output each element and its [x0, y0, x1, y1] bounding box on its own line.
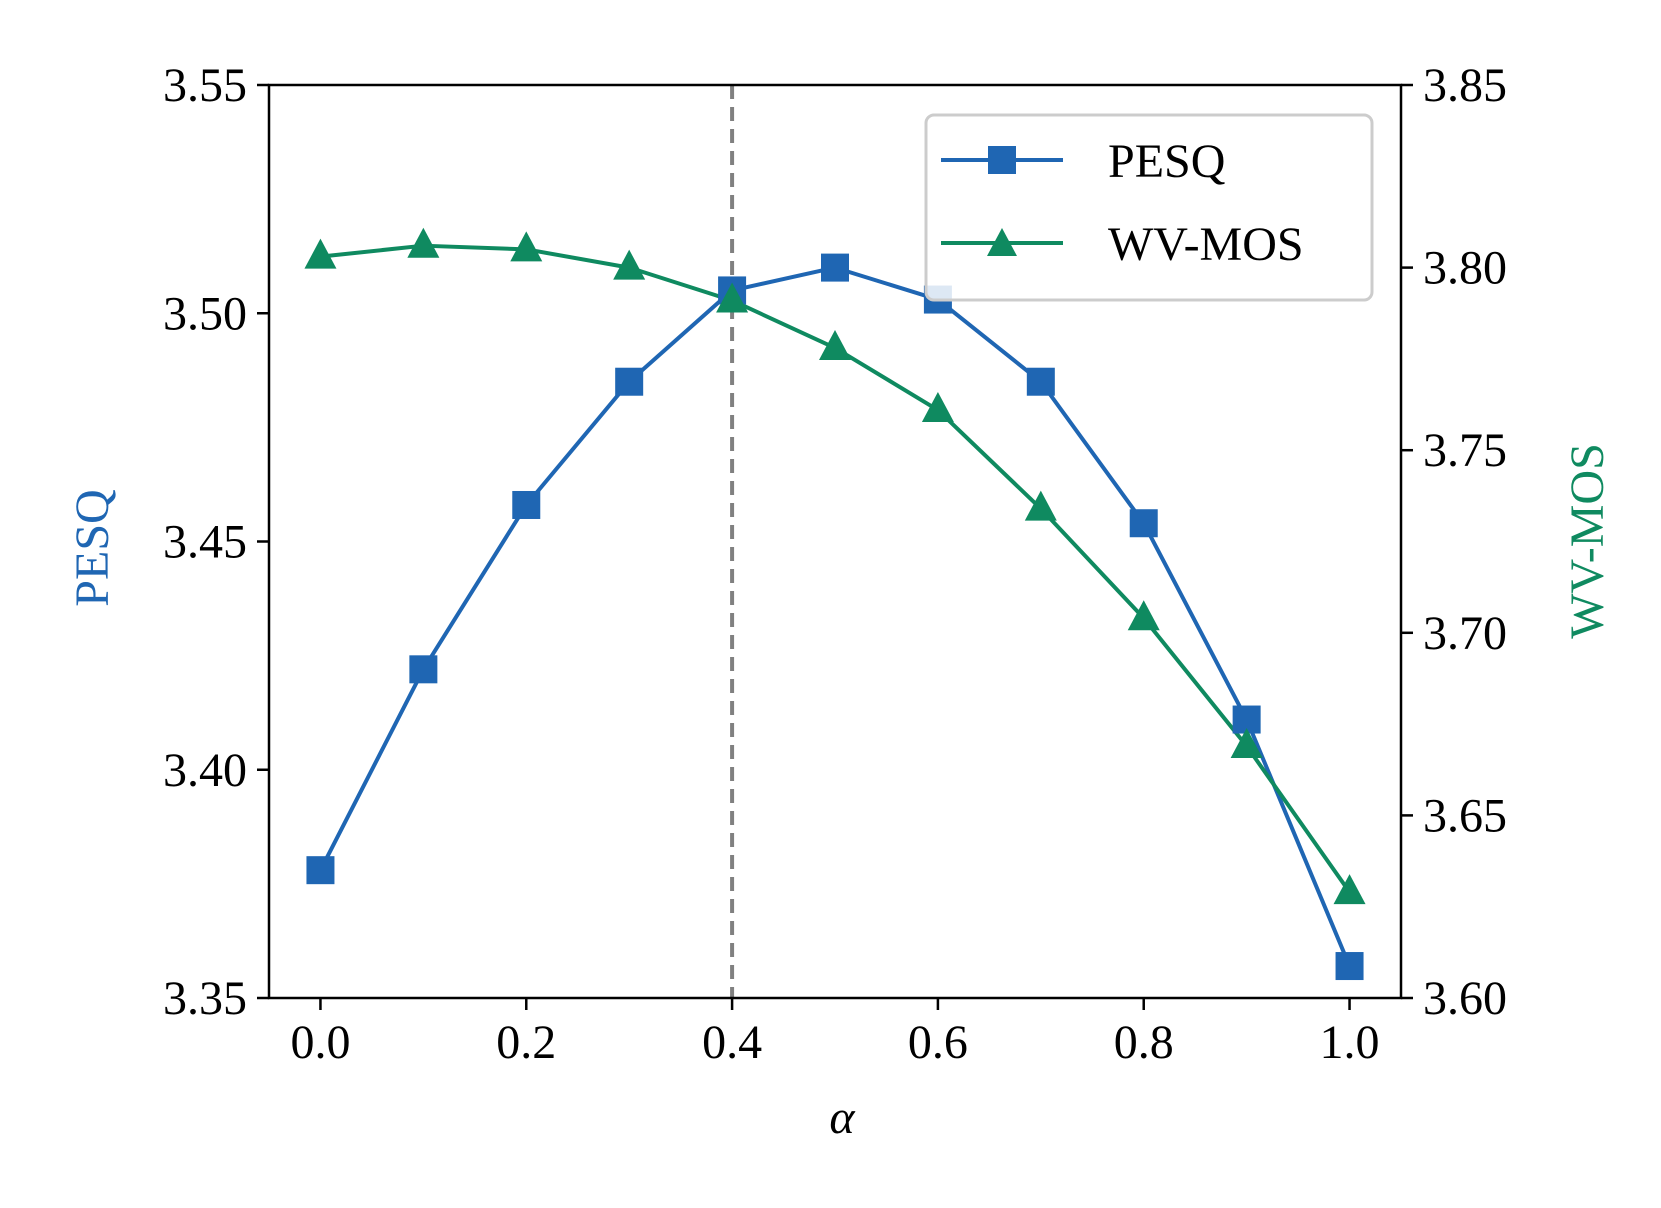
data-point-pesq	[1026, 367, 1055, 396]
right-y-tick-label: 3.70	[1423, 607, 1507, 660]
left-y-tick-label: 3.50	[163, 287, 247, 340]
right-y-tick-label: 3.80	[1423, 242, 1507, 295]
data-point-wvmos	[407, 227, 440, 258]
series-layer	[304, 227, 1366, 981]
data-point-wvmos	[304, 238, 337, 269]
data-point-wvmos	[1230, 728, 1263, 759]
x-axis-label: α	[829, 1091, 855, 1144]
legend-wvmos-marker	[987, 228, 1017, 256]
data-point-wvmos	[1333, 874, 1366, 905]
x-tick-label: 0.4	[702, 1016, 762, 1069]
x-tick-label: 1.0	[1320, 1016, 1380, 1069]
right-y-tick-label: 3.85	[1423, 59, 1507, 112]
data-point-pesq	[512, 490, 541, 519]
left-y-axis-label: PESQ	[66, 489, 119, 606]
data-point-pesq	[1335, 952, 1364, 981]
data-point-wvmos	[1127, 600, 1160, 631]
data-point-pesq	[409, 655, 438, 684]
x-tick-label: 0.2	[496, 1016, 556, 1069]
legend-pesq-label: PESQ	[1108, 135, 1225, 188]
data-point-wvmos	[1024, 490, 1057, 521]
series-line-pesq	[318, 265, 1352, 967]
data-point-wvmos	[819, 329, 851, 360]
right-y-tick-label: 3.60	[1423, 972, 1507, 1025]
right-y-tick-label: 3.65	[1423, 789, 1507, 842]
legend: PESQ WV-MOS	[924, 113, 1374, 302]
data-point-wvmos	[613, 249, 646, 280]
data-point-pesq	[821, 253, 849, 282]
data-point-wvmos	[716, 282, 749, 313]
left-y-tick-label: 3.40	[163, 744, 247, 797]
data-point-pesq	[1129, 509, 1158, 538]
data-point-pesq	[615, 367, 644, 396]
data-point-wvmos	[510, 231, 543, 262]
ticks-layer: 0.0 0.2 0.4 0.6 0.8 1.0 3.35 3.40 3.45 3.50 3.55 3.…	[163, 59, 1507, 1069]
data-point-pesq	[306, 856, 335, 885]
legend-wvmos-label: WV-MOS	[1108, 218, 1304, 271]
legend-pesq-marker	[988, 146, 1016, 174]
right-y-tick-label: 3.75	[1423, 424, 1507, 477]
data-point-wvmos	[921, 392, 954, 423]
x-tick-label: 0.0	[290, 1016, 350, 1069]
x-tick-label: 0.8	[1114, 1016, 1174, 1069]
right-y-axis-label: WV-MOS	[1561, 443, 1614, 639]
left-y-tick-label: 3.45	[163, 516, 247, 569]
left-y-tick-label: 3.55	[163, 59, 247, 112]
x-tick-label: 0.6	[908, 1016, 968, 1069]
left-y-tick-label: 3.35	[163, 972, 247, 1025]
